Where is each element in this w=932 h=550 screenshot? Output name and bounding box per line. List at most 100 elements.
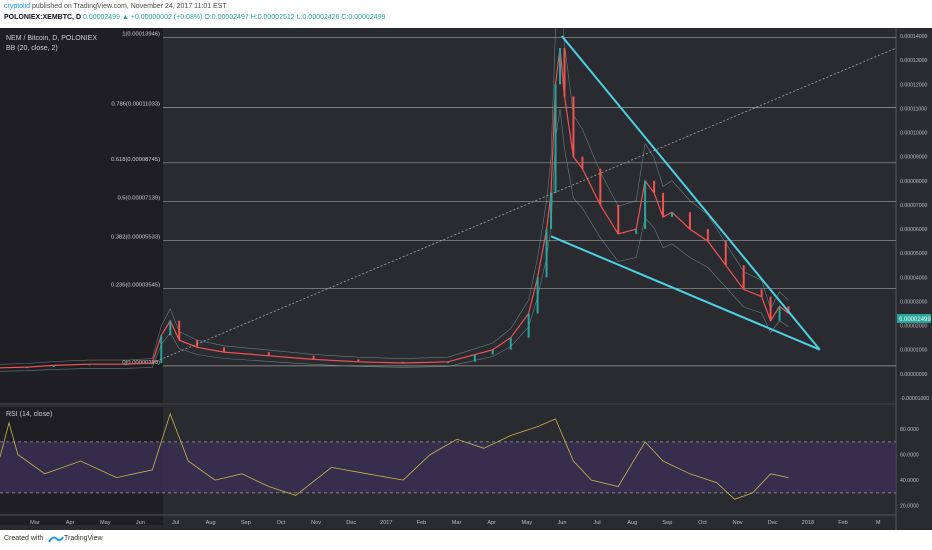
candle-body (25, 367, 28, 369)
last-price-value: 0.00002499 (82, 14, 120, 21)
candle-body (778, 306, 781, 321)
candle-body (688, 212, 691, 230)
candle-body (550, 192, 553, 230)
candle-body (527, 313, 530, 338)
rsi-line (0, 412, 789, 500)
price-tick-label: 0.00011000 (900, 106, 927, 112)
candle-body (724, 241, 727, 266)
candle-body (662, 192, 665, 217)
open-value: O:0.00002497 (204, 14, 249, 21)
time-tick-label: Apr (66, 520, 75, 526)
time-tick-label: Mar (30, 520, 40, 526)
rsi-tick-label: 40.0000 (900, 478, 919, 484)
price-tick-label: 0.00005000 (900, 251, 928, 257)
candle-body (52, 365, 55, 368)
time-tick-label: Jul (172, 520, 179, 526)
candle-body (169, 320, 172, 336)
time-tick-label: Aug (627, 520, 637, 526)
candle-body (671, 212, 673, 217)
price-tick-label: -0.00001000 (900, 396, 929, 402)
candle-body (706, 229, 709, 242)
candle-body (554, 84, 557, 193)
fib-level-label: 0.786(0.00011033) (111, 102, 160, 108)
candle-body (267, 352, 270, 356)
time-tick-label: 2018 (802, 520, 814, 526)
author-link[interactable]: cryptolid (4, 3, 31, 10)
symbol-label: POLONIEX:XEMBTC, D (4, 14, 82, 21)
candle-body (617, 204, 620, 234)
candle-body (644, 180, 647, 230)
price-tick-label: 0.00007000 (900, 203, 928, 209)
candle-body (581, 156, 584, 169)
time-tick-label: Nov (311, 520, 321, 526)
lower-wedge-trendline (550, 235, 821, 351)
bb-legend: BB (20, close, 2) (6, 45, 58, 52)
candle-body (536, 277, 539, 314)
candle-body (769, 296, 772, 321)
candle-body (599, 168, 602, 205)
price-change: ▲ +0.00000002 (+0.08%) (121, 14, 203, 21)
time-tick-label: Dec (768, 520, 778, 526)
time-tick-label: Jun (557, 520, 566, 526)
price-tick-label: 0.00003000 (900, 299, 928, 305)
last-price-badge-bg (897, 314, 931, 323)
time-tick-label: Feb (838, 520, 848, 526)
time-tick-label: Nov (733, 520, 743, 526)
time-tick-label: Sep (241, 520, 251, 526)
price-tick-label: 0.00012000 (900, 82, 928, 88)
rsi-tick-label: 60.0000 (900, 453, 919, 459)
trendlines[interactable] (152, 35, 897, 364)
close-value: C:0.00002499 (341, 14, 386, 21)
tradingview-brand[interactable]: TradingView (64, 535, 103, 542)
fib-level-label: 0.5(0.00007139) (117, 196, 160, 202)
time-tick-label: Apr (487, 520, 496, 526)
candle-body (124, 364, 127, 366)
time-tick-label: Dec (346, 520, 356, 526)
time-axis-labels: Mar Apr May Jun Jul Aug Sep Oct Nov Dec 2017 Feb Mar… (30, 520, 881, 526)
candle-body (312, 355, 315, 360)
publish-date: published on TradingView.com, November 2… (32, 3, 227, 10)
candlesticks (0, 48, 790, 369)
candle-body (491, 349, 494, 355)
price-tick-label: 0.00014000 (900, 34, 928, 40)
candle-body (357, 359, 360, 362)
chart-area[interactable]: 1(0.00013946) 0.786(0.00011033) 0.618(0.00… (0, 0, 932, 536)
candle-body (473, 354, 476, 362)
time-tick-label: Jun (136, 520, 145, 526)
rsi-band-fill (0, 441, 896, 493)
candle-body (509, 337, 512, 350)
candle-body (563, 48, 566, 97)
publish-header: cryptolid published on TradingView.com, … (0, 0, 932, 28)
symbol-info: POLONIEX:XEMBTC, D 0.00002499 ▲ +0.00000… (4, 14, 385, 21)
price-tick-label: 0.00010000 (900, 131, 928, 137)
time-tick-label: Sep (662, 520, 672, 526)
created-with-label: Created with (4, 535, 44, 542)
time-tick-label: May (522, 520, 533, 526)
candle-body (787, 306, 790, 314)
bb-upper-band (0, 0, 789, 365)
tradingview-logo-icon (48, 536, 64, 543)
price-tick-label: 0.00004000 (900, 275, 928, 281)
price-tick-label: 0.00000000 (900, 372, 928, 378)
last-price-badge: 0.00002499 (897, 314, 931, 323)
price-chart-svg[interactable]: 1(0.00013946) 0.786(0.00011033) 0.618(0.00… (0, 0, 932, 530)
time-tick-label: Mar (452, 520, 462, 526)
price-tick-label: 0.00002000 (900, 324, 928, 330)
publish-info: cryptolid published on TradingView.com, … (4, 3, 227, 10)
time-tick-label: Jul (594, 520, 601, 526)
time-tick-label: May (100, 520, 111, 526)
candle-body (742, 265, 745, 290)
time-tick-label: Oct (277, 520, 286, 526)
price-tick-label: 0.00013000 (900, 58, 928, 64)
chart-title: NEM / Bitcoin, D, POLONIEX (6, 35, 97, 42)
rsi-tick-label: 20.0000 (900, 504, 919, 510)
fibonacci-retracement[interactable]: 1(0.00013946) 0.786(0.00011033) 0.618(0.00… (111, 31, 896, 367)
last-price-badge-text: 0.00002499 (899, 317, 931, 323)
pre-range-shade (0, 28, 163, 403)
upper-wedge-trendline (561, 35, 821, 351)
candle-body (151, 363, 154, 365)
price-axis[interactable] (896, 28, 932, 530)
candle-body (760, 289, 763, 297)
time-tick-label: M (876, 520, 881, 526)
